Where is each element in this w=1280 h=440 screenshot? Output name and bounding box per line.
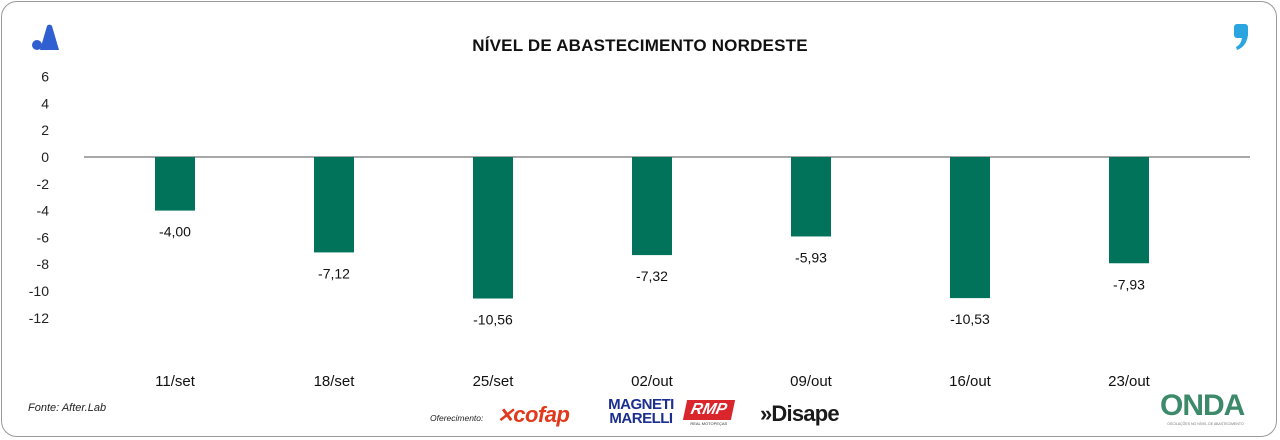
data-label: -7,12 [318,265,350,281]
bar [314,157,354,253]
y-tick-label: -8 [37,256,50,272]
data-label: -10,53 [950,311,990,327]
magneti-marelli-logo: MAGNETI MARELLI [608,396,674,427]
data-label: -7,32 [636,268,668,284]
rmp-logo: RMP REAL MOTOPEÇAS [682,400,735,426]
y-tick-label: 2 [41,122,49,138]
sponsor-label: Oferecimento: [430,413,484,423]
y-tick-label: 4 [41,95,49,111]
y-tick-label: -6 [37,229,50,245]
cofap-logo-text: cofap [513,402,570,427]
bar [155,157,195,211]
data-label: -4,00 [159,224,191,240]
onda-logo: ONDA [1160,389,1245,422]
x-tick-label: 18/set [314,373,356,390]
x-tick-label: 23/out [1108,373,1151,390]
y-tick-label: -2 [37,176,50,192]
data-label: -5,93 [795,249,827,265]
bar [950,157,990,299]
disape-logo: »Disape [760,401,840,426]
chart-title: NÍVEL DE ABASTECIMENTO NORDESTE [472,36,808,55]
bar [791,157,831,237]
value-labels: -4,00 -7,12 -10,56 -7,32 -5,93 -10,53 -7,93 [159,224,1145,328]
y-tick-label: 6 [41,69,49,85]
data-label: -7,93 [1113,276,1145,292]
data-label: -10,56 [473,312,513,328]
bar [1109,157,1149,264]
x-tick-label: 11/set [155,373,196,390]
y-axis-ticks: 6 4 2 0 -2 -4 -6 -8 -10 -12 [29,69,49,326]
cofap-swoosh-icon: ✕ [497,405,514,427]
rmp-logo-text: RMP [682,400,735,420]
rmp-logo-subtext: REAL MOTOPEÇAS [690,421,728,426]
x-tick-label: 16/out [949,373,992,390]
cofap-logo: ✕cofap [497,402,570,428]
comma-logo-icon [1234,24,1248,50]
x-tick-label: 02/out [631,373,674,390]
bar [473,157,513,299]
y-tick-label: -12 [29,310,49,326]
onda-logo-subtitle: OSCILAÇÕES NO NÍVEL DE ABASTECIMENTO [1167,422,1244,426]
y-tick-label: 0 [41,149,49,165]
y-tick-label: -10 [29,283,49,299]
x-axis-ticks: 11/set 18/set 25/set 02/out 09/out 16/out 23/o… [155,373,1151,390]
x-tick-label: 09/out [790,373,833,390]
bar [632,157,672,256]
source-note: Fonte: After.Lab [28,402,107,414]
bars [155,157,1149,299]
x-tick-label: 25/set [473,373,515,390]
autoindustria-logo-icon [32,24,59,50]
y-tick-label: -4 [37,203,50,219]
